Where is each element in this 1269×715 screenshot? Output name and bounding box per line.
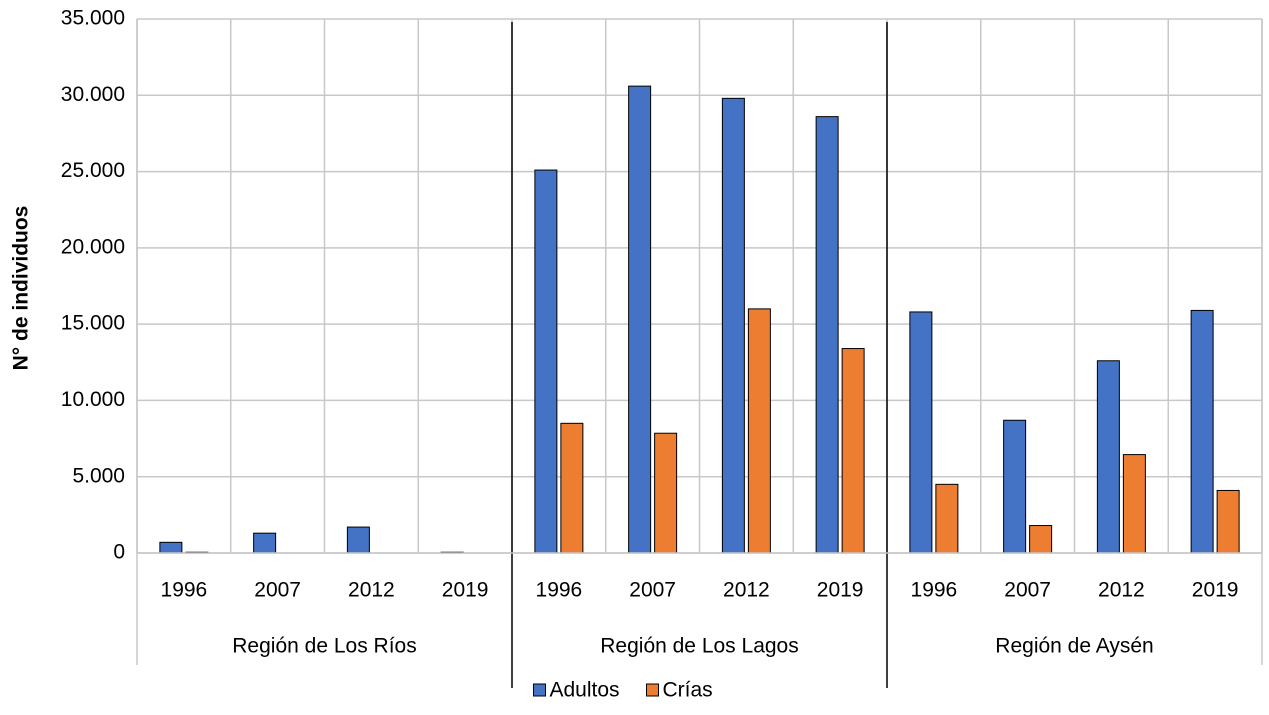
bar	[253, 532, 277, 554]
x-tick-label: 1996	[536, 579, 583, 602]
bar	[534, 169, 558, 554]
bar	[346, 526, 370, 554]
x-tick-label: 2012	[1098, 579, 1145, 602]
x-tick-label: 2019	[1192, 579, 1239, 602]
y-tick-label: 0	[113, 541, 125, 564]
y-axis-label: N° de individuos	[10, 206, 33, 371]
x-tick-label: 2007	[629, 579, 676, 602]
bar	[815, 116, 839, 554]
legend-label: Crías	[663, 679, 713, 702]
bar	[841, 348, 865, 554]
y-tick-label: 20.000	[61, 235, 125, 258]
x-tick-label: 2012	[723, 579, 770, 602]
y-tick-label: 15.000	[61, 312, 125, 335]
bar	[628, 85, 652, 554]
bar	[721, 97, 745, 554]
bar	[909, 311, 933, 554]
group-label: Región de Los Lagos	[600, 635, 799, 658]
legend-swatch	[646, 683, 659, 697]
y-tick-label: 30.000	[61, 83, 125, 106]
legend-label: Adultos	[550, 679, 620, 702]
bar	[935, 483, 959, 554]
bar	[1190, 309, 1214, 554]
x-tick-label: 1996	[911, 579, 958, 602]
legend-swatch	[533, 683, 546, 697]
bar	[1216, 489, 1240, 554]
bar	[747, 308, 771, 554]
x-tick-label: 2019	[817, 579, 864, 602]
bar	[1122, 454, 1146, 554]
group-label: Región de Los Ríos	[232, 635, 416, 658]
bar	[1003, 419, 1027, 554]
y-tick-label: 25.000	[61, 159, 125, 182]
group-label: Región de Aysén	[995, 635, 1153, 658]
y-tick-label: 5.000	[72, 464, 125, 487]
x-tick-label: 2007	[1004, 579, 1051, 602]
y-tick-label: 10.000	[61, 388, 125, 411]
x-tick-label: 2012	[348, 579, 395, 602]
x-tick-label: 2019	[442, 579, 489, 602]
bar	[654, 432, 678, 554]
y-tick-label: 35.000	[61, 7, 125, 30]
bar	[1029, 525, 1053, 554]
x-tick-label: 1996	[161, 579, 208, 602]
bar	[560, 422, 584, 554]
bar	[159, 541, 183, 554]
bar	[1096, 360, 1120, 554]
x-tick-label: 2007	[254, 579, 301, 602]
